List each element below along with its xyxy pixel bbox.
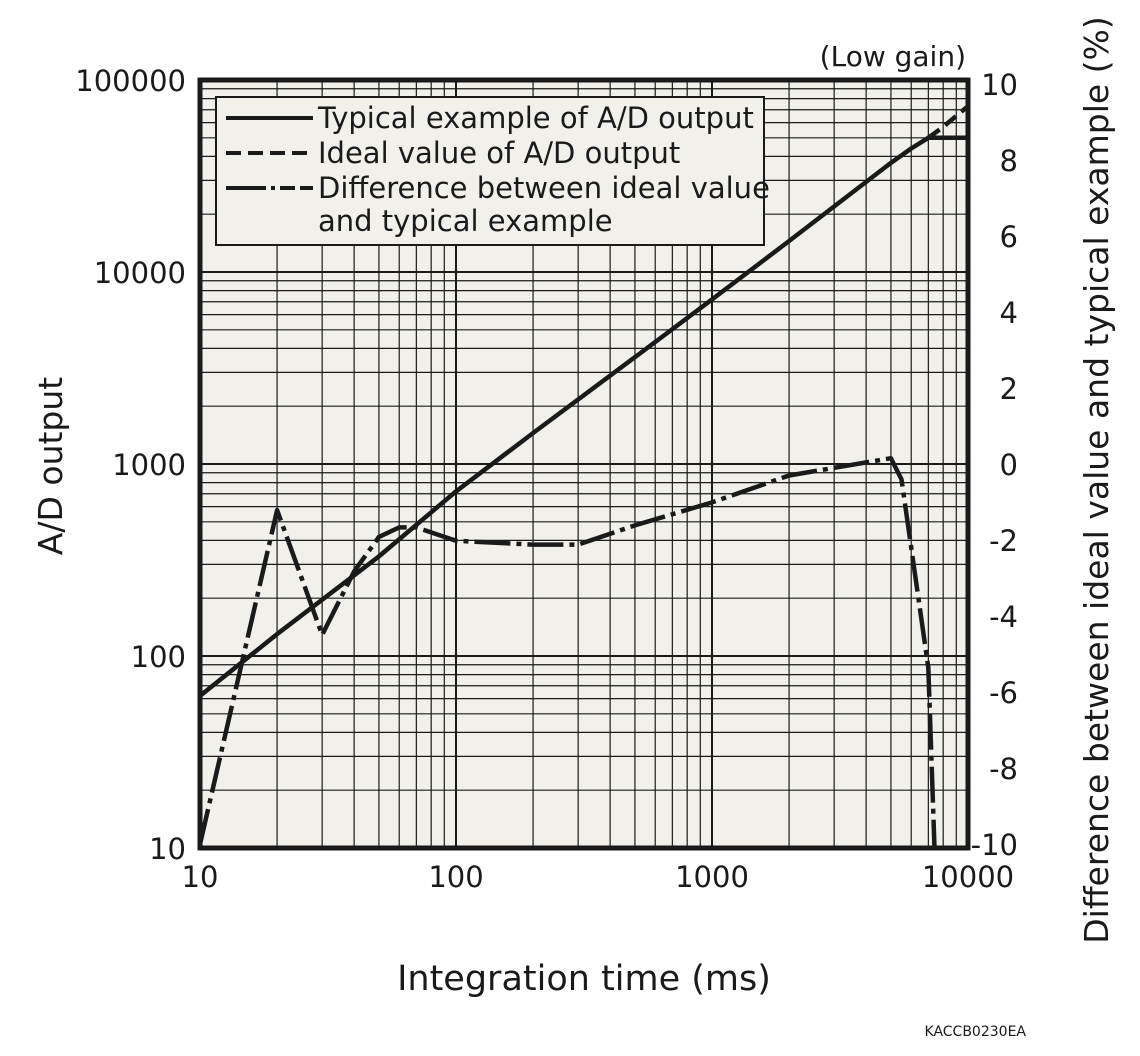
y-axis-label: A/D output xyxy=(31,377,70,555)
series-line-0 xyxy=(198,135,968,698)
chart-subtitle: (Low gain) xyxy=(820,40,966,73)
legend-box xyxy=(215,96,765,246)
x-axis-label: Integration time (ms) xyxy=(397,959,771,999)
y2-tick-label: 0 xyxy=(1000,448,1018,482)
figure-code: KACCB0230EA xyxy=(925,1024,1027,1040)
x-tick-label: 10 xyxy=(182,860,219,894)
series-line-2 xyxy=(197,455,937,849)
x-tick-label: 1000 xyxy=(675,860,749,894)
y2-tick-label: -4 xyxy=(989,600,1018,634)
y2-tick-label: -8 xyxy=(989,752,1018,786)
y2-tick-label: 4 xyxy=(1000,296,1018,330)
curves xyxy=(197,104,970,849)
y-tick-label: 100000 xyxy=(75,64,186,98)
legend-label-typical: Typical example of A/D output xyxy=(317,101,754,135)
x-tick-label: 100 xyxy=(428,860,483,894)
legend-label-difference-1: Difference between ideal value xyxy=(318,171,770,205)
y-tick-label: 10000 xyxy=(94,256,186,290)
y2-tick-label: -10 xyxy=(971,828,1018,862)
legend: Typical example of A/D output Ideal valu… xyxy=(215,96,770,246)
y2-tick-label: 10 xyxy=(981,68,1018,102)
y2-axis-label: Difference between ideal value and typic… xyxy=(1077,16,1116,944)
y2-tick-label: 8 xyxy=(1000,144,1018,178)
y2-tick-label: 2 xyxy=(1000,372,1018,406)
legend-label-ideal: Ideal value of A/D output xyxy=(318,136,680,170)
y-tick-label: 1000 xyxy=(112,448,186,482)
y-tick-label: 100 xyxy=(131,640,186,674)
tick-labels: 10 100 1000 1000010100100010000100000-10-8-… xyxy=(75,64,1018,894)
legend-label-difference-2: and typical example xyxy=(318,204,613,238)
y2-tick-label: -2 xyxy=(989,524,1018,558)
x-tick-label: 10000 xyxy=(922,860,1014,894)
series-line-1 xyxy=(926,104,970,140)
plot-frame xyxy=(197,77,971,851)
y2-tick-label: 6 xyxy=(1000,220,1018,254)
y-tick-label: 10 xyxy=(149,832,186,866)
y2-tick-label: -6 xyxy=(989,676,1018,710)
